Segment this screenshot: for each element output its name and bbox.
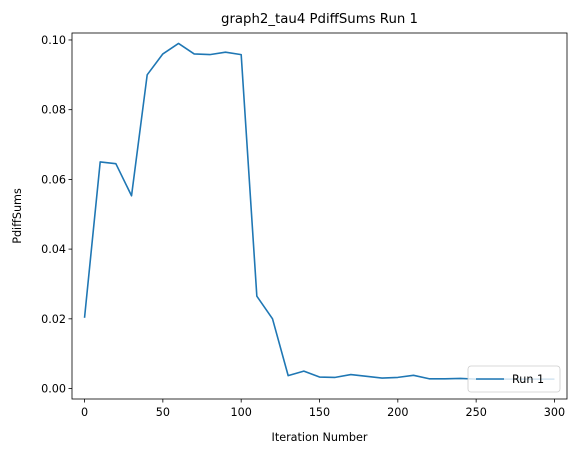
legend-label-run-1: Run 1 (512, 373, 544, 386)
series-line-run-1 (83, 42, 555, 380)
legend-box (467, 365, 561, 393)
y-tick-label: 0.10 (41, 34, 66, 47)
legend: Run 1 (467, 365, 561, 393)
x-tick-label: 0 (81, 406, 88, 419)
y-tick-label: 0.00 (41, 383, 66, 396)
x-tick-label: 50 (156, 406, 170, 419)
x-tick-label: 250 (465, 406, 486, 419)
y-axis-label: PdiffSums (11, 188, 24, 244)
x-tick-label: 150 (309, 406, 330, 419)
y-axis-ticks: 0.00 0.02 0.04 0.06 0.08 0.10 (41, 34, 72, 396)
x-axis-ticks: 0 50 100 150 200 250 300 (81, 399, 565, 419)
x-tick-label: 200 (387, 406, 408, 419)
chart-title: graph2_tau4 PdiffSums Run 1 (221, 12, 418, 27)
x-axis-label: Iteration Number (272, 431, 368, 444)
y-tick-label: 0.02 (41, 313, 66, 326)
y-tick-label: 0.04 (41, 243, 66, 256)
y-tick-label: 0.06 (41, 173, 66, 186)
plot-area-frame (71, 32, 568, 400)
x-tick-label: 300 (544, 406, 565, 419)
x-tick-label: 100 (230, 406, 251, 419)
y-tick-label: 0.08 (41, 104, 66, 117)
